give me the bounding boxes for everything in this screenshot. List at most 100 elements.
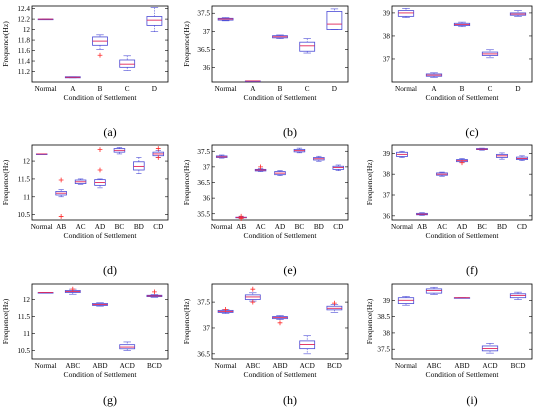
x-tick-label: ABC <box>245 362 260 370</box>
box-Normal <box>218 18 233 21</box>
x-tick-label: AB <box>417 223 427 231</box>
outlier-marker <box>59 178 64 183</box>
box-BD <box>314 156 325 161</box>
box-ACD <box>482 343 497 353</box>
box-BD <box>497 153 508 159</box>
y-tick-label: 36 <box>383 212 391 220</box>
box-CD <box>517 156 528 161</box>
x-tick-label: B <box>460 85 465 93</box>
y-tick-label: 11 <box>23 330 30 338</box>
x-tick-label: CD <box>517 223 527 231</box>
y-tick-label: 38.5 <box>377 313 390 321</box>
panel-e: 35.53636.53737.5NormalABACADBCBDCDCondit… <box>182 145 348 277</box>
y-tick-label: 12 <box>23 26 31 34</box>
y-axis-label: Frequence(Hz) <box>182 21 191 67</box>
box-iqr <box>398 11 413 17</box>
y-tick-label: 37.5 <box>197 148 210 156</box>
y-axis-label: Frequence(Hz) <box>182 159 191 205</box>
box-ACD <box>120 342 135 351</box>
box-Normal <box>398 8 413 17</box>
y-tick-label: 37 <box>383 192 391 200</box>
y-tick-label: 11.5 <box>18 175 31 183</box>
x-tick-label: Normal <box>391 223 413 231</box>
x-tick-label: AD <box>95 223 105 231</box>
x-axis-label: Condition of Settlement <box>426 231 500 240</box>
x-axis-label: Condition of Settlement <box>244 370 318 379</box>
box-AC <box>75 179 86 184</box>
x-tick-label: Normal <box>211 223 233 231</box>
x-tick-label: C <box>305 85 310 93</box>
box-B <box>454 22 469 27</box>
panel-label: (h) <box>283 393 297 407</box>
plot-frame <box>392 6 532 82</box>
y-axis-label: Frequence(Hz) <box>1 159 10 205</box>
y-tick-label: 38 <box>383 329 391 337</box>
panel-c: 373839NormalABCDCondition of Settlement(… <box>383 6 532 139</box>
box-AB <box>417 213 428 216</box>
y-tick-label: 37 <box>203 324 211 332</box>
y-tick-label: 37 <box>383 55 391 63</box>
panel-label: (c) <box>465 125 478 139</box>
panel-h: 36.53737.5NormalABCABDACDBCDCondition of… <box>182 284 348 407</box>
y-axis-label: Frequence(Hz) <box>1 21 10 67</box>
x-tick-label: BD <box>497 223 507 231</box>
x-axis-label: Condition of Settlement <box>64 93 138 102</box>
box-iqr <box>426 289 441 293</box>
x-tick-label: C <box>125 85 130 93</box>
box-Normal <box>38 19 53 20</box>
x-tick-label: Normal <box>31 223 53 231</box>
y-tick-label: 11.4 <box>18 58 31 66</box>
x-tick-label: ABC <box>65 362 80 370</box>
x-tick-label: CD <box>333 223 343 231</box>
y-tick-label: 36 <box>203 195 211 203</box>
panel-i: 37.53838.539NormalABCABDACDBCDCondition … <box>365 284 532 407</box>
y-tick-label: 36 <box>203 64 211 72</box>
x-axis-label: Condition of Settlement <box>426 93 500 102</box>
y-tick-label: 12 <box>23 158 31 166</box>
box-A <box>65 77 80 78</box>
box-BC <box>114 148 125 154</box>
panel-label: (d) <box>103 263 117 277</box>
box-ABC <box>65 287 80 295</box>
y-tick-label: 10.5 <box>17 347 30 355</box>
panel-g: 10.51111.512NormalABCABDACDBCDCondition … <box>1 284 168 407</box>
y-tick-label: 36.5 <box>197 350 210 358</box>
x-tick-label: BCD <box>327 362 342 370</box>
x-tick-label: AC <box>256 223 266 231</box>
box-Normal <box>218 307 233 314</box>
box-ABC <box>426 287 441 294</box>
box-AD <box>275 171 286 176</box>
box-iqr <box>147 16 162 25</box>
panel-a: 11.211.411.611.81212.212.4NormalABCDCond… <box>1 5 168 139</box>
box-BD <box>134 158 145 174</box>
y-tick-label: 37.5 <box>197 299 210 307</box>
x-tick-label: BC <box>115 223 125 231</box>
y-tick-label: 39 <box>383 150 391 158</box>
x-tick-label: D <box>515 85 520 93</box>
box-D <box>327 9 342 30</box>
box-Normal <box>397 151 408 157</box>
outlier-marker <box>152 289 157 294</box>
panel-d: 10.51111.512NormalABACADBCBDCDCondition … <box>1 145 168 277</box>
box-Normal <box>216 155 227 158</box>
box-C <box>300 39 315 53</box>
box-A <box>426 73 441 78</box>
box-BCD <box>510 292 525 300</box>
outlier-marker <box>250 300 255 305</box>
y-tick-label: 35.5 <box>197 210 210 218</box>
x-tick-label: A <box>250 85 256 93</box>
y-tick-label: 39 <box>383 9 391 17</box>
box-ABD <box>93 303 108 306</box>
box-Normal <box>398 296 413 305</box>
box-D <box>510 11 525 17</box>
box-ABD <box>454 298 469 299</box>
box-iqr <box>120 60 135 67</box>
y-tick-label: 12.2 <box>17 16 30 24</box>
x-tick-label: Normal <box>35 85 57 93</box>
outlier-marker <box>98 168 103 173</box>
outlier-marker <box>59 214 64 219</box>
x-tick-label: BC <box>477 223 487 231</box>
y-tick-label: 12 <box>23 296 31 304</box>
box-B <box>273 35 288 39</box>
